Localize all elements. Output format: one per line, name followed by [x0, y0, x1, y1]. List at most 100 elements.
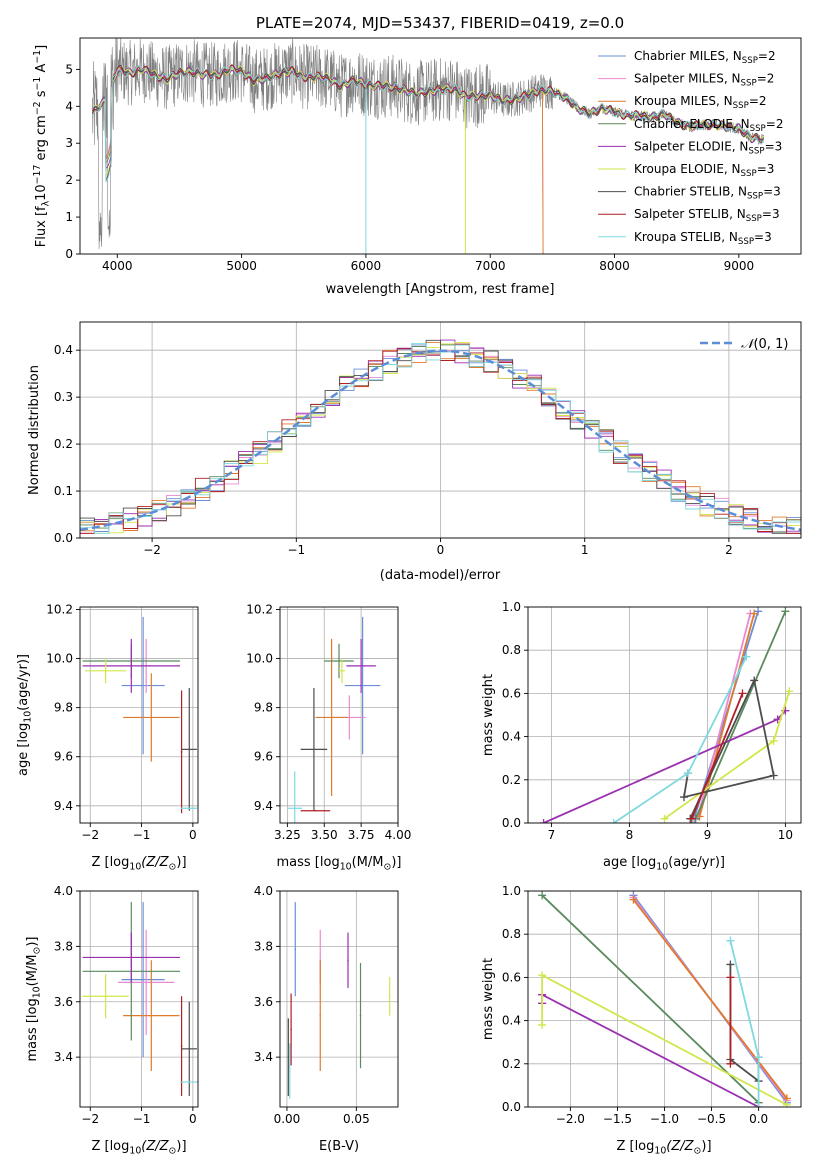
label-part: =2	[749, 94, 767, 108]
plot-area	[287, 902, 391, 1099]
label-part: SSP	[733, 101, 749, 111]
label-part: mass [log	[277, 855, 340, 870]
weight-line	[541, 993, 760, 1107]
label-part: 10	[31, 986, 42, 998]
label-part: 10	[340, 861, 352, 872]
data-point	[360, 665, 362, 667]
weight-age-ylabel: mass weight	[481, 674, 496, 756]
weight-line	[690, 693, 744, 820]
y-tick-label: 0	[65, 247, 73, 261]
plot-area	[80, 339, 801, 534]
label-part: Chabrier STELIB, N	[634, 185, 747, 199]
x-tick-label: −1	[133, 828, 151, 842]
label-part: =3	[763, 185, 781, 199]
data-point	[150, 716, 153, 719]
y-tick-label: 10.0	[246, 652, 273, 666]
y-tick-label: 0.6	[502, 686, 521, 700]
weight-line	[543, 710, 787, 823]
label-part: Flux [f	[34, 206, 49, 247]
axes-frame	[279, 890, 399, 1108]
x-tick-label: 2	[725, 543, 733, 557]
label-part: (Z/Z	[141, 1139, 169, 1154]
weight-marker	[754, 1053, 763, 1062]
age-vs-mass-axes: 3.25 3.50 3.75 4.00 9.4 9.6 9.8 10.0 10.2	[246, 602, 411, 842]
data-point	[338, 660, 340, 662]
weight-marker	[738, 689, 747, 698]
y-tick-label: 1.0	[502, 600, 521, 614]
label-part: ⊙	[694, 1145, 702, 1156]
weight-marker	[781, 607, 790, 616]
x-tick-label: 5000	[226, 259, 257, 273]
label-part: =3	[765, 139, 783, 153]
label-part: s	[34, 90, 49, 101]
weight-marker	[683, 769, 692, 778]
plot-area	[287, 616, 381, 823]
label-part: 10	[34, 184, 49, 201]
y-tick-label: 0.0	[502, 1100, 521, 1114]
weight-vs-age-axes: 7 8 9 10 0.0 0.2 0.4 0.6 0.8 1.0	[502, 600, 802, 842]
age-mass-xlabel: mass [log10(M/M⊙)]	[277, 855, 402, 872]
x-tick-label: 0	[189, 1112, 197, 1126]
y-tick-label: 0.0	[502, 816, 521, 830]
y-tick-label: 9.4	[254, 799, 273, 813]
y-tick-label: 0.1	[54, 484, 73, 498]
plot-area	[538, 891, 791, 1107]
y-tick-label: 3.4	[254, 1050, 273, 1064]
axes-frame	[279, 606, 399, 824]
legend-label: Chabrier ELODIE, NSSP=2	[634, 117, 783, 134]
label-part: 10	[129, 861, 141, 872]
label-part: (M/M	[352, 855, 384, 870]
label-part: )]	[701, 1139, 711, 1154]
data-point	[104, 670, 107, 672]
normal-curve	[80, 349, 801, 532]
label-part: )]	[391, 855, 401, 870]
label-part: Salpeter MILES, N	[634, 72, 741, 86]
y-tick-label: 9.4	[54, 799, 73, 813]
weight-marker	[754, 1103, 763, 1107]
x-tick-label: −2	[143, 543, 161, 557]
x-tick-label: 3.50	[311, 828, 338, 842]
weight-marker	[609, 819, 618, 823]
data-point	[188, 748, 191, 751]
weight-marker	[538, 971, 547, 980]
y-tick-label: 3.6	[254, 995, 273, 1009]
weight-marker	[782, 1100, 791, 1107]
y-tick-label: 10.2	[46, 602, 73, 616]
weight-line	[694, 610, 787, 820]
observed-spectrum	[92, 38, 764, 250]
extinction-xlabel: E(B-V)	[319, 1139, 359, 1154]
label-part: −1	[32, 50, 43, 64]
label-part: −17	[32, 165, 43, 185]
label-part: Salpeter ELODIE, N	[634, 139, 748, 153]
x-tick-label: −1	[287, 543, 305, 557]
data-point	[341, 670, 343, 672]
label-part: age [log	[16, 723, 31, 776]
weight-z-xlabel: Z [log10(Z/Z⊙)]	[616, 1139, 711, 1156]
label-part: Z [log	[616, 1139, 654, 1154]
label-part: ⊙	[169, 861, 177, 872]
weight-marker	[539, 819, 548, 823]
data-point	[130, 956, 133, 959]
x-tick-label: 8	[626, 828, 634, 842]
figure-title: PLATE=2074, MJD=53437, FIBERID=0419, z=0…	[256, 14, 624, 32]
weight-marker	[726, 936, 735, 945]
label-part: ⊙	[383, 861, 391, 872]
x-tick-label: 6000	[351, 259, 382, 273]
axes-frame	[79, 890, 199, 1108]
data-point	[188, 1048, 191, 1050]
axes-frame	[79, 606, 199, 824]
x-tick-label: 8000	[599, 259, 630, 273]
data-point	[290, 1028, 292, 1031]
y-tick-label: 0.0	[54, 531, 73, 545]
label-part: A	[34, 64, 49, 77]
mass-z-xlabel: Z [log10(Z/Z⊙)]	[91, 1139, 186, 1156]
legend-label: Kroupa ELODIE, NSSP=3	[634, 162, 774, 179]
weight-marker	[742, 652, 751, 661]
y-tick-label: 0.3	[54, 390, 73, 404]
weight-marker	[785, 687, 794, 696]
weight-z-ylabel: mass weight	[481, 958, 496, 1040]
y-tick-label: 3.6	[54, 995, 73, 1009]
label-part: =2	[757, 72, 775, 86]
label-part: =2	[766, 117, 784, 131]
